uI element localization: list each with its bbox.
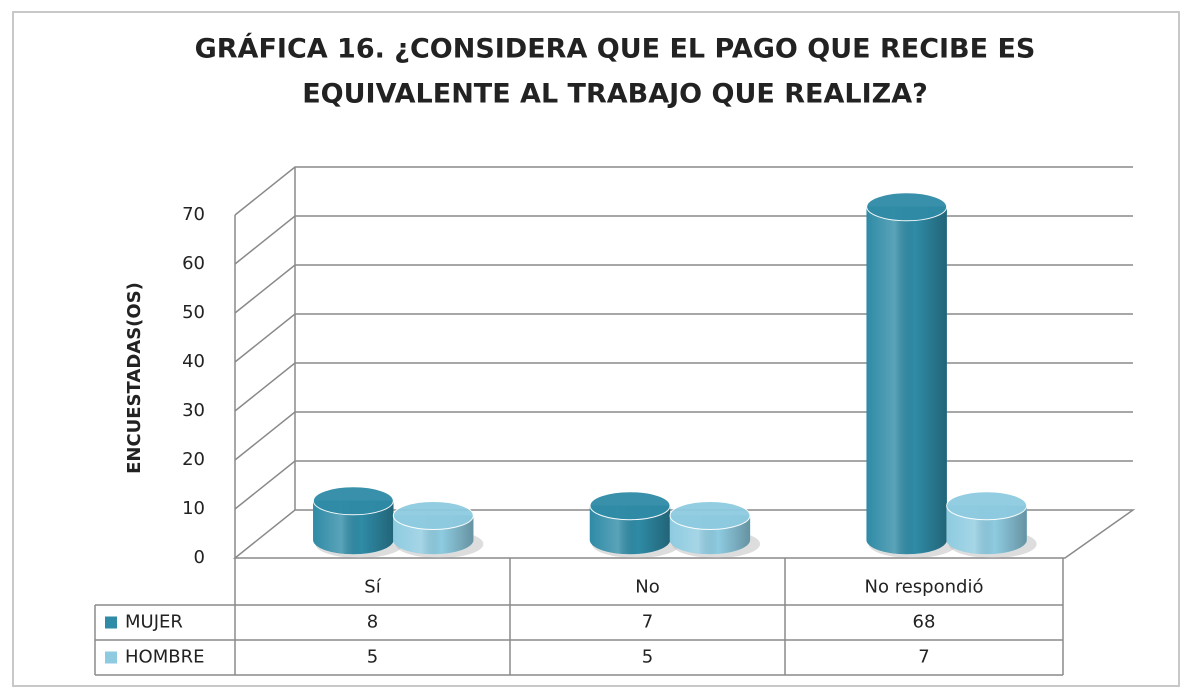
x-tick-label: No bbox=[635, 577, 659, 598]
table-value: 5 bbox=[642, 647, 653, 668]
y-tick-label: 10 bbox=[182, 498, 205, 519]
legend-swatch bbox=[105, 651, 117, 664]
bar-shade bbox=[866, 206, 947, 555]
y-tick-label: 30 bbox=[182, 400, 205, 421]
chart-title: GRÁFICA 16. ¿CONSIDERA QUE EL PAGO QUE R… bbox=[195, 33, 1036, 65]
y-tick-label: 40 bbox=[182, 351, 205, 372]
grid-line bbox=[234, 411, 1133, 461]
table-value: 68 bbox=[913, 612, 936, 633]
grid-line bbox=[234, 362, 1133, 412]
grid-line bbox=[234, 215, 1133, 265]
y-tick-label: 20 bbox=[182, 449, 205, 470]
bar-shade bbox=[313, 500, 394, 554]
bar-top bbox=[589, 491, 671, 521]
bar-top bbox=[312, 486, 394, 516]
bar-top bbox=[866, 192, 948, 222]
legend-label: HOMBRE bbox=[125, 647, 204, 668]
table-value: 8 bbox=[367, 612, 378, 633]
chart-title: EQUIVALENTE AL TRABAJO QUE REALIZA? bbox=[302, 79, 928, 110]
table-value: 7 bbox=[642, 612, 653, 633]
table-value: 7 bbox=[918, 647, 929, 668]
y-axis-label: ENCUESTADAS(OS) bbox=[124, 282, 145, 474]
chart-frame bbox=[12, 11, 1180, 687]
x-tick-label: Sí bbox=[364, 577, 381, 598]
legend-swatch bbox=[105, 616, 117, 629]
y-tick-label: 60 bbox=[182, 253, 205, 274]
grid-line bbox=[234, 313, 1133, 363]
grid-line bbox=[234, 264, 1133, 314]
legend-label: MUJER bbox=[125, 612, 183, 633]
bar-top bbox=[392, 501, 474, 530]
table-value: 5 bbox=[367, 647, 378, 668]
grid-line bbox=[234, 166, 1133, 216]
x-tick-label: No respondió bbox=[865, 577, 984, 598]
bar-top bbox=[669, 501, 751, 530]
y-tick-label: 50 bbox=[182, 302, 205, 323]
grid-line bbox=[234, 460, 1133, 510]
y-tick-label: 70 bbox=[182, 204, 205, 225]
y-tick-label: 0 bbox=[194, 547, 205, 568]
bar-top bbox=[946, 491, 1028, 521]
